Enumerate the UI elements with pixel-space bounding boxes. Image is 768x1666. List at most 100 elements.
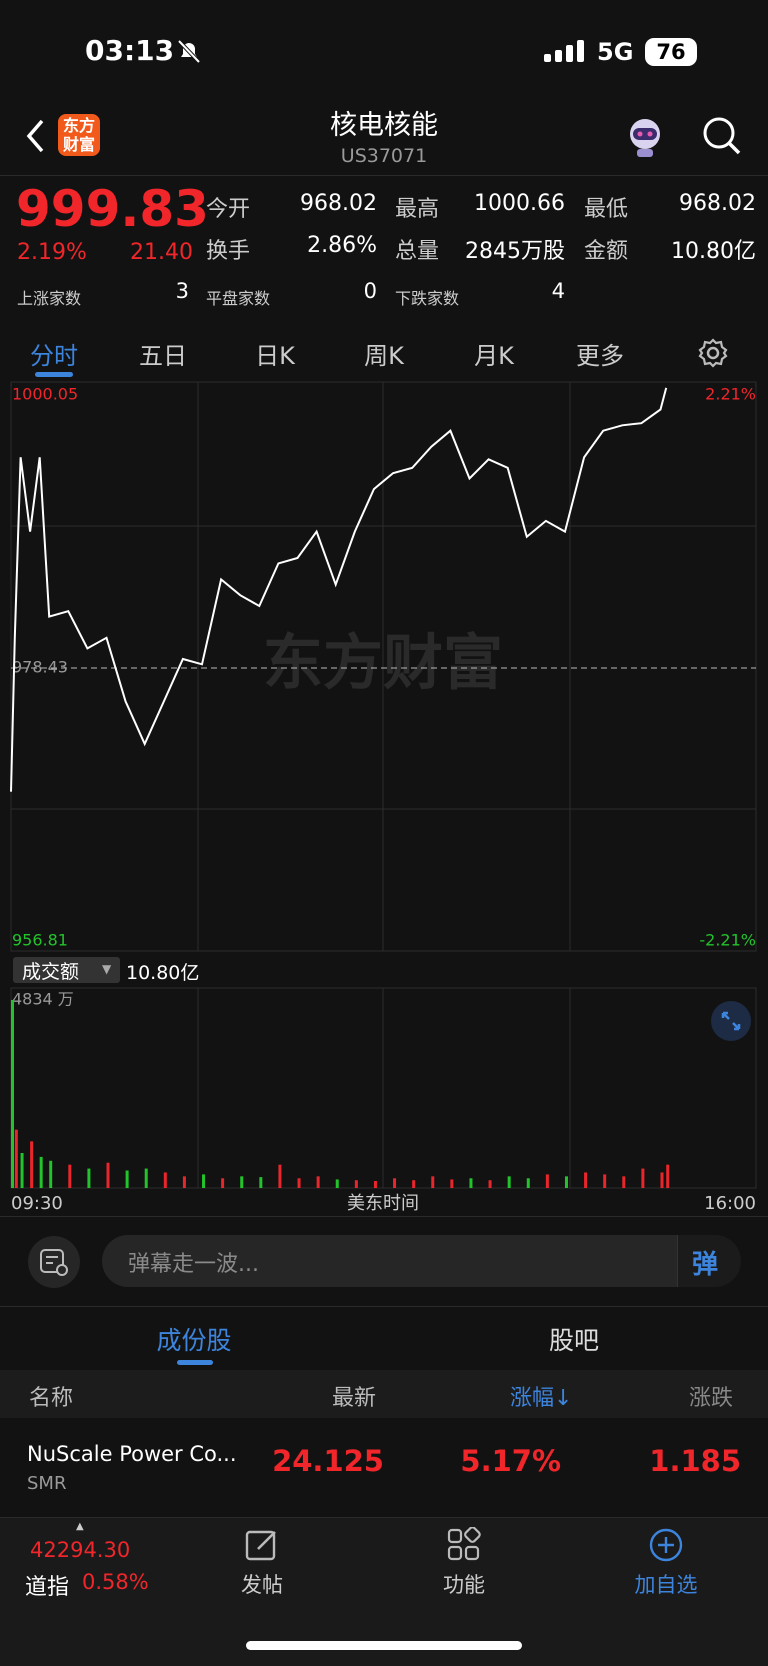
tab-constituents[interactable]: 成份股	[156, 1326, 232, 1355]
volume-bar	[163, 1172, 167, 1188]
signal-icon	[544, 40, 584, 62]
settings-button[interactable]	[697, 337, 729, 369]
volume-bar	[450, 1179, 454, 1188]
volume-bar	[49, 1160, 53, 1188]
row-symbol: SMR	[27, 1473, 67, 1494]
x-tick-label: 09:30	[11, 1193, 63, 1214]
volume-total: 10.80亿	[126, 962, 200, 984]
volume-bar	[545, 1174, 549, 1188]
field-label: 最低	[584, 197, 629, 222]
danmaku-icon	[40, 1249, 68, 1276]
volume-bar	[87, 1168, 91, 1188]
volume-bar	[144, 1168, 148, 1188]
field-label: 换手	[206, 239, 251, 264]
volume-bar	[526, 1178, 530, 1188]
table-header	[0, 1370, 768, 1418]
home-indicator	[246, 1641, 522, 1650]
volume-bar	[125, 1170, 129, 1188]
col-change[interactable]: 涨跌	[689, 1386, 734, 1411]
volume-bar	[507, 1176, 511, 1188]
danmaku-toggle[interactable]	[28, 1236, 80, 1288]
change-pct: 2.19%	[17, 240, 87, 265]
action-post[interactable]: 发帖	[241, 1573, 283, 1597]
robot-icon[interactable]	[622, 114, 668, 158]
volume-bar	[373, 1180, 377, 1188]
field-value: 1000.66	[474, 191, 565, 216]
volume-bar	[316, 1176, 320, 1188]
volume-bar	[259, 1177, 263, 1188]
y-tick-label: 4834 万	[12, 990, 74, 1009]
volume-bar	[488, 1180, 492, 1188]
chart-tab[interactable]: 月K	[474, 342, 514, 370]
y-tick-label: 978.43	[12, 658, 68, 677]
field-value: 10.80亿	[671, 239, 756, 264]
row-change: 1.185	[649, 1444, 741, 1478]
field-value: 968.02	[679, 191, 756, 216]
row-latest: 24.125	[272, 1444, 384, 1478]
comment-input[interactable]	[102, 1235, 740, 1287]
breadth-label: 下跌家数	[395, 289, 460, 308]
y2-tick-label: -2.21%	[699, 931, 756, 950]
col-name[interactable]: 名称	[29, 1386, 74, 1411]
breadth-label: 平盘家数	[206, 289, 271, 308]
chart-tab[interactable]: 更多	[576, 342, 624, 370]
y-tick-label: 1000.05	[12, 385, 78, 404]
danmaku-send[interactable]	[677, 1235, 741, 1287]
field-value: 2.86%	[307, 233, 377, 258]
watermark: 东方财富	[263, 629, 503, 699]
back-button[interactable]	[24, 118, 48, 154]
expand-button[interactable]	[710, 1000, 752, 1042]
index-name[interactable]: 道指	[25, 1575, 70, 1600]
mute-icon	[177, 39, 201, 64]
volume-bar	[564, 1176, 568, 1188]
volume-bar	[393, 1178, 397, 1188]
last-price: 999.83	[16, 180, 209, 238]
col-change-pct[interactable]: 涨幅↓	[510, 1386, 573, 1411]
volume-bar	[221, 1178, 225, 1188]
index-change[interactable]: 0.58%	[82, 1570, 149, 1594]
divider	[0, 1306, 768, 1307]
functions-icon[interactable]	[446, 1527, 482, 1563]
post-icon[interactable]	[244, 1527, 280, 1563]
volume-bar	[278, 1164, 282, 1188]
row-name[interactable]: NuScale Power Co...	[27, 1442, 237, 1466]
volume-bar	[622, 1176, 626, 1188]
chart-tab[interactable]: 五日	[139, 342, 187, 370]
col-latest[interactable]: 最新	[332, 1386, 377, 1411]
index-value[interactable]: 42294.30	[30, 1538, 131, 1562]
dropdown-arrow: ▼	[102, 962, 112, 976]
volume-bar	[182, 1176, 186, 1188]
add-watch-icon[interactable]	[648, 1527, 684, 1563]
app-logo: 东方 财富	[58, 114, 100, 156]
index-arrow: ▲	[76, 1521, 84, 1532]
field-value: 968.02	[300, 191, 377, 216]
action-add-watch[interactable]: 加自选	[634, 1573, 698, 1597]
chart-tab[interactable]: 周K	[364, 342, 404, 370]
chart-tab[interactable]: 日K	[255, 342, 295, 370]
field-label: 总量	[395, 239, 440, 264]
field-label: 金额	[584, 239, 629, 264]
danmaku-send-label[interactable]: 弹	[692, 1250, 719, 1280]
tab-forum[interactable]: 股吧	[548, 1326, 599, 1355]
search-button[interactable]	[700, 114, 744, 158]
field-label: 今开	[206, 197, 251, 222]
y2-tick-label: 2.21%	[705, 385, 756, 404]
status-time: 03:13	[85, 34, 175, 67]
field-value: 2845万股	[465, 239, 565, 264]
volume-bar	[641, 1168, 645, 1188]
divider	[0, 175, 768, 176]
network: 5G	[597, 38, 634, 66]
volume-bar	[30, 1141, 34, 1188]
chart-tab[interactable]: 分时	[30, 342, 78, 370]
volume-bar	[11, 1000, 14, 1188]
volume-bar	[660, 1172, 664, 1188]
volume-bar	[68, 1164, 72, 1188]
action-functions[interactable]: 功能	[443, 1573, 485, 1597]
y-tick-label: 956.81	[12, 931, 68, 950]
volume-title[interactable]: 成交额	[22, 961, 80, 983]
change: 21.40	[130, 240, 193, 265]
battery: 76	[645, 38, 697, 66]
volume-dropdown[interactable]	[13, 957, 120, 983]
